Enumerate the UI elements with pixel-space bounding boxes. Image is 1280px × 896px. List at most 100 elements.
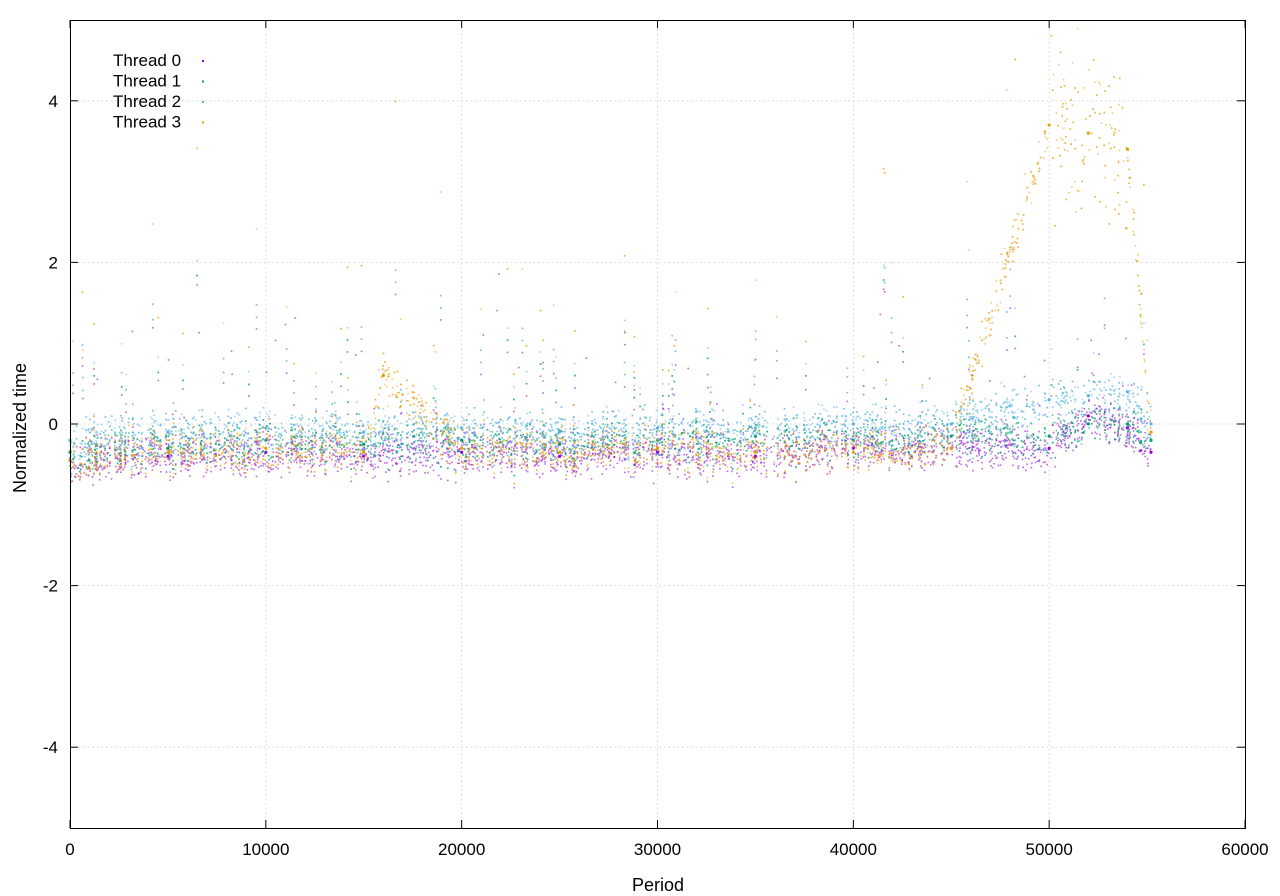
data-point	[550, 470, 552, 472]
data-point	[695, 435, 698, 438]
data-point	[854, 461, 857, 463]
data-point	[719, 467, 721, 470]
data-point	[307, 436, 309, 439]
data-point	[870, 453, 873, 456]
data-point	[1145, 447, 1147, 450]
data-point	[908, 457, 911, 460]
data-point	[1141, 444, 1144, 446]
data-point	[1129, 425, 1132, 427]
data-point	[678, 448, 681, 451]
data-point	[860, 451, 862, 453]
data-point	[468, 463, 471, 466]
data-point	[380, 436, 383, 438]
data-point	[864, 447, 866, 449]
data-point	[988, 449, 991, 451]
data-point	[758, 413, 761, 416]
data-point	[777, 475, 779, 477]
data-point	[703, 461, 706, 464]
data-point	[213, 453, 216, 455]
data-point	[863, 439, 865, 441]
data-point	[425, 452, 427, 455]
data-point	[712, 465, 715, 467]
data-point	[423, 444, 425, 447]
data-point	[587, 467, 589, 470]
data-point	[76, 467, 79, 470]
data-point	[309, 460, 311, 462]
data-point	[128, 432, 130, 434]
data-point	[845, 431, 848, 433]
data-point	[1117, 431, 1119, 434]
data-point	[479, 439, 482, 441]
data-point	[584, 451, 586, 454]
data-point	[467, 447, 469, 450]
data-point	[923, 443, 926, 446]
data-point	[606, 437, 609, 439]
data-point	[555, 461, 558, 463]
data-point	[943, 447, 946, 449]
data-point	[1063, 420, 1066, 423]
data-point	[990, 447, 992, 450]
data-point	[605, 468, 608, 470]
data-point	[667, 394, 670, 397]
data-point	[421, 445, 424, 447]
data-point	[864, 437, 867, 440]
data-point	[330, 440, 333, 442]
data-point	[1099, 433, 1101, 436]
data-point	[277, 452, 280, 454]
data-point	[1092, 374, 1095, 377]
data-point	[506, 443, 509, 446]
data-point	[170, 446, 172, 448]
data-point	[1134, 434, 1137, 437]
data-point	[256, 434, 258, 436]
data-point	[219, 448, 221, 450]
data-point	[734, 456, 736, 459]
data-point	[917, 445, 920, 447]
data-point	[722, 445, 725, 448]
data-point	[883, 458, 885, 460]
data-point	[420, 461, 423, 464]
data-point	[513, 474, 516, 477]
data-point	[387, 428, 390, 430]
data-point	[159, 464, 161, 467]
data-point	[995, 425, 998, 428]
data-point	[1083, 408, 1085, 410]
data-point	[631, 439, 634, 441]
data-point	[294, 450, 296, 452]
data-point	[89, 439, 91, 442]
data-point	[1005, 423, 1008, 426]
data-point	[673, 458, 675, 461]
data-point	[1024, 443, 1027, 445]
data-point	[285, 455, 288, 458]
data-point	[754, 444, 757, 446]
data-point	[169, 457, 172, 459]
data-point	[454, 452, 457, 454]
data-point	[1066, 427, 1069, 430]
data-point	[340, 385, 342, 388]
data-point	[966, 326, 968, 329]
data-point	[122, 468, 124, 471]
data-point	[747, 427, 750, 430]
data-point	[775, 442, 777, 444]
data-point	[1136, 422, 1139, 424]
data-point	[956, 436, 958, 438]
data-point	[533, 453, 536, 455]
data-point	[831, 467, 834, 469]
data-point	[1072, 426, 1075, 428]
data-point	[183, 416, 185, 419]
data-point	[608, 454, 611, 457]
data-point	[823, 438, 826, 441]
data-point	[550, 450, 553, 453]
data-point	[565, 478, 568, 481]
data-point	[999, 429, 1002, 432]
data-point	[521, 351, 524, 354]
data-point	[293, 392, 295, 394]
data-point	[245, 431, 247, 434]
data-point	[1081, 423, 1084, 425]
data-point	[586, 457, 588, 459]
data-point	[1026, 433, 1028, 436]
data-point	[571, 457, 574, 460]
data-point	[482, 466, 484, 468]
data-point	[91, 476, 94, 478]
data-point	[1046, 442, 1048, 445]
data-point	[971, 445, 973, 447]
